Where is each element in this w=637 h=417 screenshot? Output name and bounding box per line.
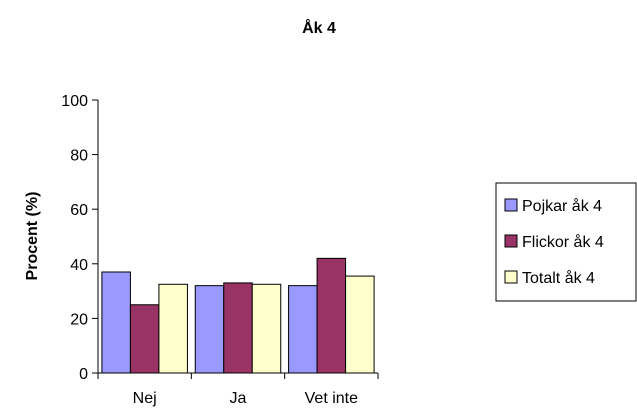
y-tick-label-100: 100	[61, 93, 88, 110]
legend-swatch-3	[504, 270, 518, 284]
legend-swatch-2	[504, 234, 518, 248]
legend-box	[495, 182, 637, 302]
plot-area: 0 20 40 60 80 100 Nej Ja Vet inte	[61, 93, 379, 407]
y-axis-label: Procent (%)	[24, 192, 41, 281]
y-tick-label-60: 60	[70, 202, 88, 219]
y-tick-label-40: 40	[70, 257, 88, 274]
bar-3-1	[158, 283, 188, 374]
bar-2-1	[129, 304, 160, 374]
legend: Pojkar åk 4 Flickor åk 4 Totalt åk 4	[495, 182, 637, 302]
chart-title: Åk 4	[302, 18, 336, 37]
y-tick-label-0: 0	[79, 366, 88, 383]
y-tick-label-20: 20	[70, 311, 88, 328]
bar-3-3	[345, 275, 375, 374]
bar-1-3	[288, 285, 318, 374]
x-category-label-3: Vet inte	[305, 390, 358, 407]
y-tick-label-80: 80	[70, 148, 88, 165]
bar-2-3	[316, 257, 347, 374]
x-category-label-1: Nej	[133, 390, 157, 407]
bar-3-2	[251, 283, 282, 374]
legend-label-2: Flickor åk 4	[522, 233, 604, 251]
legend-swatch-1	[504, 198, 518, 212]
bar-2-2	[223, 282, 253, 374]
bar-1-2	[194, 285, 225, 374]
legend-label-1: Pojkar åk 4	[522, 197, 602, 215]
legend-label-3: Totalt åk 4	[522, 269, 595, 287]
x-category-label-2: Ja	[230, 390, 247, 407]
bar-1-1	[101, 271, 131, 374]
